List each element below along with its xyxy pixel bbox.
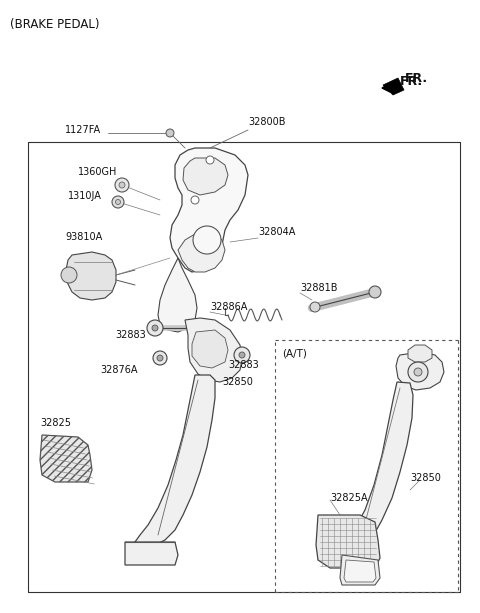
Circle shape <box>239 352 245 358</box>
Circle shape <box>166 129 174 137</box>
Polygon shape <box>340 382 413 552</box>
Circle shape <box>369 286 381 298</box>
Circle shape <box>310 302 320 312</box>
Text: 32825A: 32825A <box>330 493 368 503</box>
Text: 32883: 32883 <box>115 330 146 340</box>
Polygon shape <box>66 252 116 300</box>
Polygon shape <box>125 542 178 565</box>
Circle shape <box>234 347 250 363</box>
Circle shape <box>153 351 167 365</box>
Text: FR.: FR. <box>405 72 428 85</box>
Text: 32800B: 32800B <box>248 117 286 127</box>
Polygon shape <box>183 158 228 195</box>
Circle shape <box>408 362 428 382</box>
Polygon shape <box>158 258 197 332</box>
Text: 93810A: 93810A <box>65 232 102 242</box>
Text: (A/T): (A/T) <box>282 348 307 358</box>
Circle shape <box>191 196 199 204</box>
Text: 32850: 32850 <box>222 377 253 387</box>
Polygon shape <box>170 148 248 272</box>
Circle shape <box>112 196 124 208</box>
Text: 32850: 32850 <box>410 473 441 483</box>
Circle shape <box>152 325 158 331</box>
Circle shape <box>115 178 129 192</box>
Polygon shape <box>396 352 444 390</box>
Text: FR.: FR. <box>400 75 423 88</box>
Polygon shape <box>316 515 380 568</box>
Circle shape <box>147 320 163 336</box>
Polygon shape <box>382 80 396 92</box>
Circle shape <box>61 267 77 283</box>
Polygon shape <box>178 232 225 272</box>
Circle shape <box>119 182 125 188</box>
Circle shape <box>157 355 163 361</box>
Circle shape <box>414 368 422 376</box>
Circle shape <box>193 226 221 254</box>
Circle shape <box>116 199 120 205</box>
Polygon shape <box>40 435 92 482</box>
Text: 32804A: 32804A <box>258 227 295 237</box>
Text: 1310JA: 1310JA <box>68 191 102 201</box>
Polygon shape <box>130 375 215 548</box>
Text: 32876A: 32876A <box>100 365 137 375</box>
Polygon shape <box>383 78 404 95</box>
Text: 32825: 32825 <box>40 418 71 428</box>
Text: (BRAKE PEDAL): (BRAKE PEDAL) <box>10 18 99 31</box>
Polygon shape <box>185 318 242 382</box>
Text: 1360GH: 1360GH <box>78 167 118 177</box>
Polygon shape <box>192 330 228 368</box>
Polygon shape <box>344 560 376 582</box>
Polygon shape <box>340 555 380 585</box>
Text: 32883: 32883 <box>228 360 259 370</box>
Text: 32881B: 32881B <box>300 283 337 293</box>
Text: 32886A: 32886A <box>210 302 247 312</box>
Text: 1127FA: 1127FA <box>65 125 101 135</box>
Polygon shape <box>408 345 432 362</box>
Circle shape <box>206 156 214 164</box>
